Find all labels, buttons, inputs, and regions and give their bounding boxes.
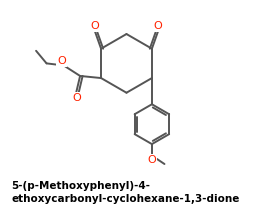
Text: 5-(p-Methoxyphenyl)-4-
ethoxycarbonyl-cyclohexane-1,3-dione: 5-(p-Methoxyphenyl)-4- ethoxycarbonyl-cy… (11, 181, 239, 204)
Text: O: O (73, 93, 81, 103)
Text: O: O (57, 56, 66, 66)
Text: O: O (90, 21, 99, 31)
Text: O: O (148, 155, 156, 165)
Text: O: O (154, 21, 162, 31)
